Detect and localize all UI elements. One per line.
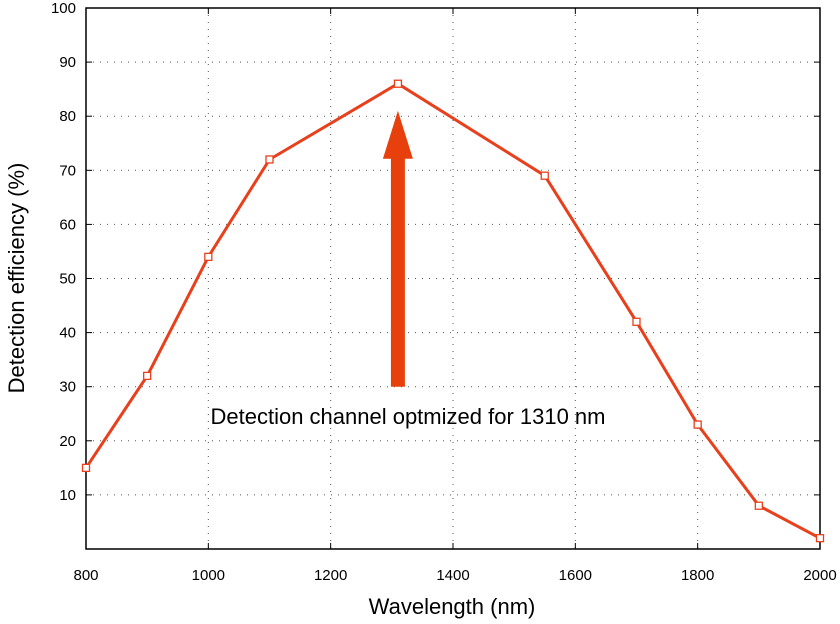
data-point-marker (540, 171, 549, 180)
x-tick-label: 1400 (436, 567, 469, 584)
data-point-marker (81, 463, 91, 473)
annotation-arrow (382, 110, 413, 387)
y-axis-ticks: 10 20 30 40 50 60 70 80 90 100 (51, 0, 820, 504)
x-tick-label: 1200 (314, 567, 347, 584)
x-tick-label: 1800 (681, 567, 714, 584)
x-tick-label: 2000 (803, 567, 836, 584)
y-tick-label: 10 (59, 487, 76, 504)
y-axis-title: Detection efficiency (%) (4, 163, 29, 394)
x-axis-title: Wavelength (nm) (369, 594, 536, 619)
data-point-marker (754, 501, 763, 510)
data-point-marker (693, 420, 702, 429)
data-point-marker (393, 79, 403, 88)
annotation-text: Detection channel optmized for 1310 nm (210, 404, 605, 429)
y-tick-label: 50 (59, 271, 76, 288)
y-tick-label: 70 (59, 162, 76, 179)
y-tick-label: 20 (59, 433, 76, 450)
x-tick-label: 1000 (192, 567, 225, 584)
annotation-arrow-layer (382, 110, 413, 387)
series-line (84, 82, 821, 540)
x-axis-ticks: 800 1000 1200 1400 1600 1800 2000 (73, 8, 837, 584)
y-tick-label: 30 (59, 379, 76, 396)
data-point-marker (815, 534, 825, 543)
data-point-marker (143, 371, 152, 381)
x-tick-label: 800 (73, 567, 98, 584)
y-tick-label: 40 (59, 325, 76, 342)
y-tick-label: 90 (59, 54, 76, 71)
series-layer (81, 79, 825, 543)
x-tick-label: 1600 (559, 567, 592, 584)
y-tick-label: 60 (59, 216, 76, 233)
y-tick-label: 80 (59, 108, 76, 125)
data-point-marker (265, 155, 274, 164)
data-point-marker (204, 252, 213, 262)
y-tick-label: 100 (51, 0, 76, 17)
data-point-marker (632, 317, 641, 326)
